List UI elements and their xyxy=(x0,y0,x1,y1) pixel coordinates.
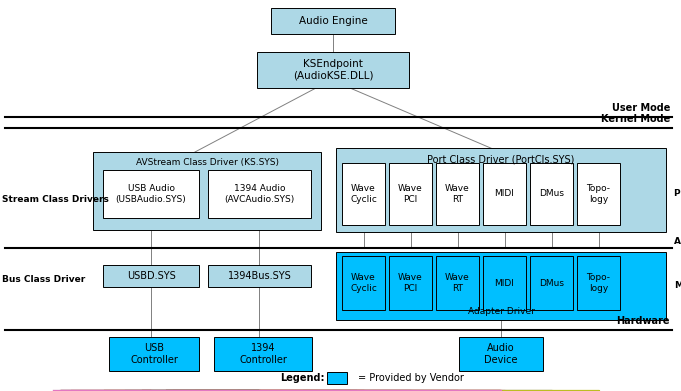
Text: Adapter Driver: Adapter Driver xyxy=(468,307,535,316)
Bar xyxy=(577,163,620,225)
Bar xyxy=(103,265,199,287)
Bar xyxy=(208,170,311,218)
Bar xyxy=(389,163,432,225)
Text: Topo-
logy: Topo- logy xyxy=(586,273,610,293)
Text: Audio Engine: Audio Engine xyxy=(299,16,367,26)
Bar xyxy=(530,163,573,225)
Text: DMus: DMus xyxy=(539,278,564,287)
Bar xyxy=(577,256,620,310)
Text: Wave
RT: Wave RT xyxy=(445,273,470,293)
Text: MIDI: MIDI xyxy=(494,190,514,199)
Bar xyxy=(271,8,395,34)
Text: Wave
Cyclic: Wave Cyclic xyxy=(350,184,377,204)
Bar xyxy=(257,52,409,88)
Text: DMus: DMus xyxy=(539,190,564,199)
Text: USBD.SYS: USBD.SYS xyxy=(127,271,176,281)
Text: Bus Class Driver: Bus Class Driver xyxy=(2,276,85,285)
Bar xyxy=(342,256,385,310)
Text: = Provided by Vendor: = Provided by Vendor xyxy=(358,373,464,383)
Bar xyxy=(342,163,385,225)
Text: 1394Bus.SYS: 1394Bus.SYS xyxy=(227,271,291,281)
Text: User Mode: User Mode xyxy=(612,103,670,113)
Bar xyxy=(327,372,347,384)
Bar xyxy=(459,337,543,371)
Bar xyxy=(93,152,321,230)
Bar xyxy=(436,163,479,225)
Bar xyxy=(208,265,311,287)
Text: MIDI: MIDI xyxy=(494,278,514,287)
Bar xyxy=(336,148,666,232)
Bar xyxy=(483,256,526,310)
Text: 1394 Audio
(AVCAudio.SYS): 1394 Audio (AVCAudio.SYS) xyxy=(224,184,295,204)
Text: Legend:: Legend: xyxy=(280,373,325,383)
Text: Adapter Driver: Adapter Driver xyxy=(674,237,681,246)
Text: AVStream Class Driver (KS.SYS): AVStream Class Driver (KS.SYS) xyxy=(136,158,279,167)
Bar xyxy=(389,256,432,310)
Text: Kernel Mode: Kernel Mode xyxy=(601,114,670,124)
Text: Stream Class Drivers: Stream Class Drivers xyxy=(2,196,109,204)
Bar xyxy=(483,163,526,225)
Text: Wave
RT: Wave RT xyxy=(445,184,470,204)
Bar xyxy=(336,252,666,320)
Bar xyxy=(214,337,312,371)
Text: Port Class Driver (PortCls.SYS): Port Class Driver (PortCls.SYS) xyxy=(427,154,575,164)
Text: Wave
PCI: Wave PCI xyxy=(398,184,423,204)
Text: Topo-
logy: Topo- logy xyxy=(586,184,610,204)
Text: KSEndpoint
(AudioKSE.DLL): KSEndpoint (AudioKSE.DLL) xyxy=(293,59,373,81)
Text: USB
Controller: USB Controller xyxy=(130,343,178,365)
Text: USB Audio
(USBAudio.SYS): USB Audio (USBAudio.SYS) xyxy=(116,184,187,204)
Text: 1394
Controller: 1394 Controller xyxy=(239,343,287,365)
Text: Wave
PCI: Wave PCI xyxy=(398,273,423,293)
Bar xyxy=(436,256,479,310)
Text: Port Drivers: Port Drivers xyxy=(674,190,681,199)
Text: Audio
Device: Audio Device xyxy=(484,343,518,365)
Text: Miniports: Miniports xyxy=(674,280,681,289)
Text: Hardware: Hardware xyxy=(616,316,670,326)
Bar xyxy=(103,170,199,218)
Text: Wave
Cyclic: Wave Cyclic xyxy=(350,273,377,293)
Bar xyxy=(530,256,573,310)
Bar xyxy=(109,337,199,371)
